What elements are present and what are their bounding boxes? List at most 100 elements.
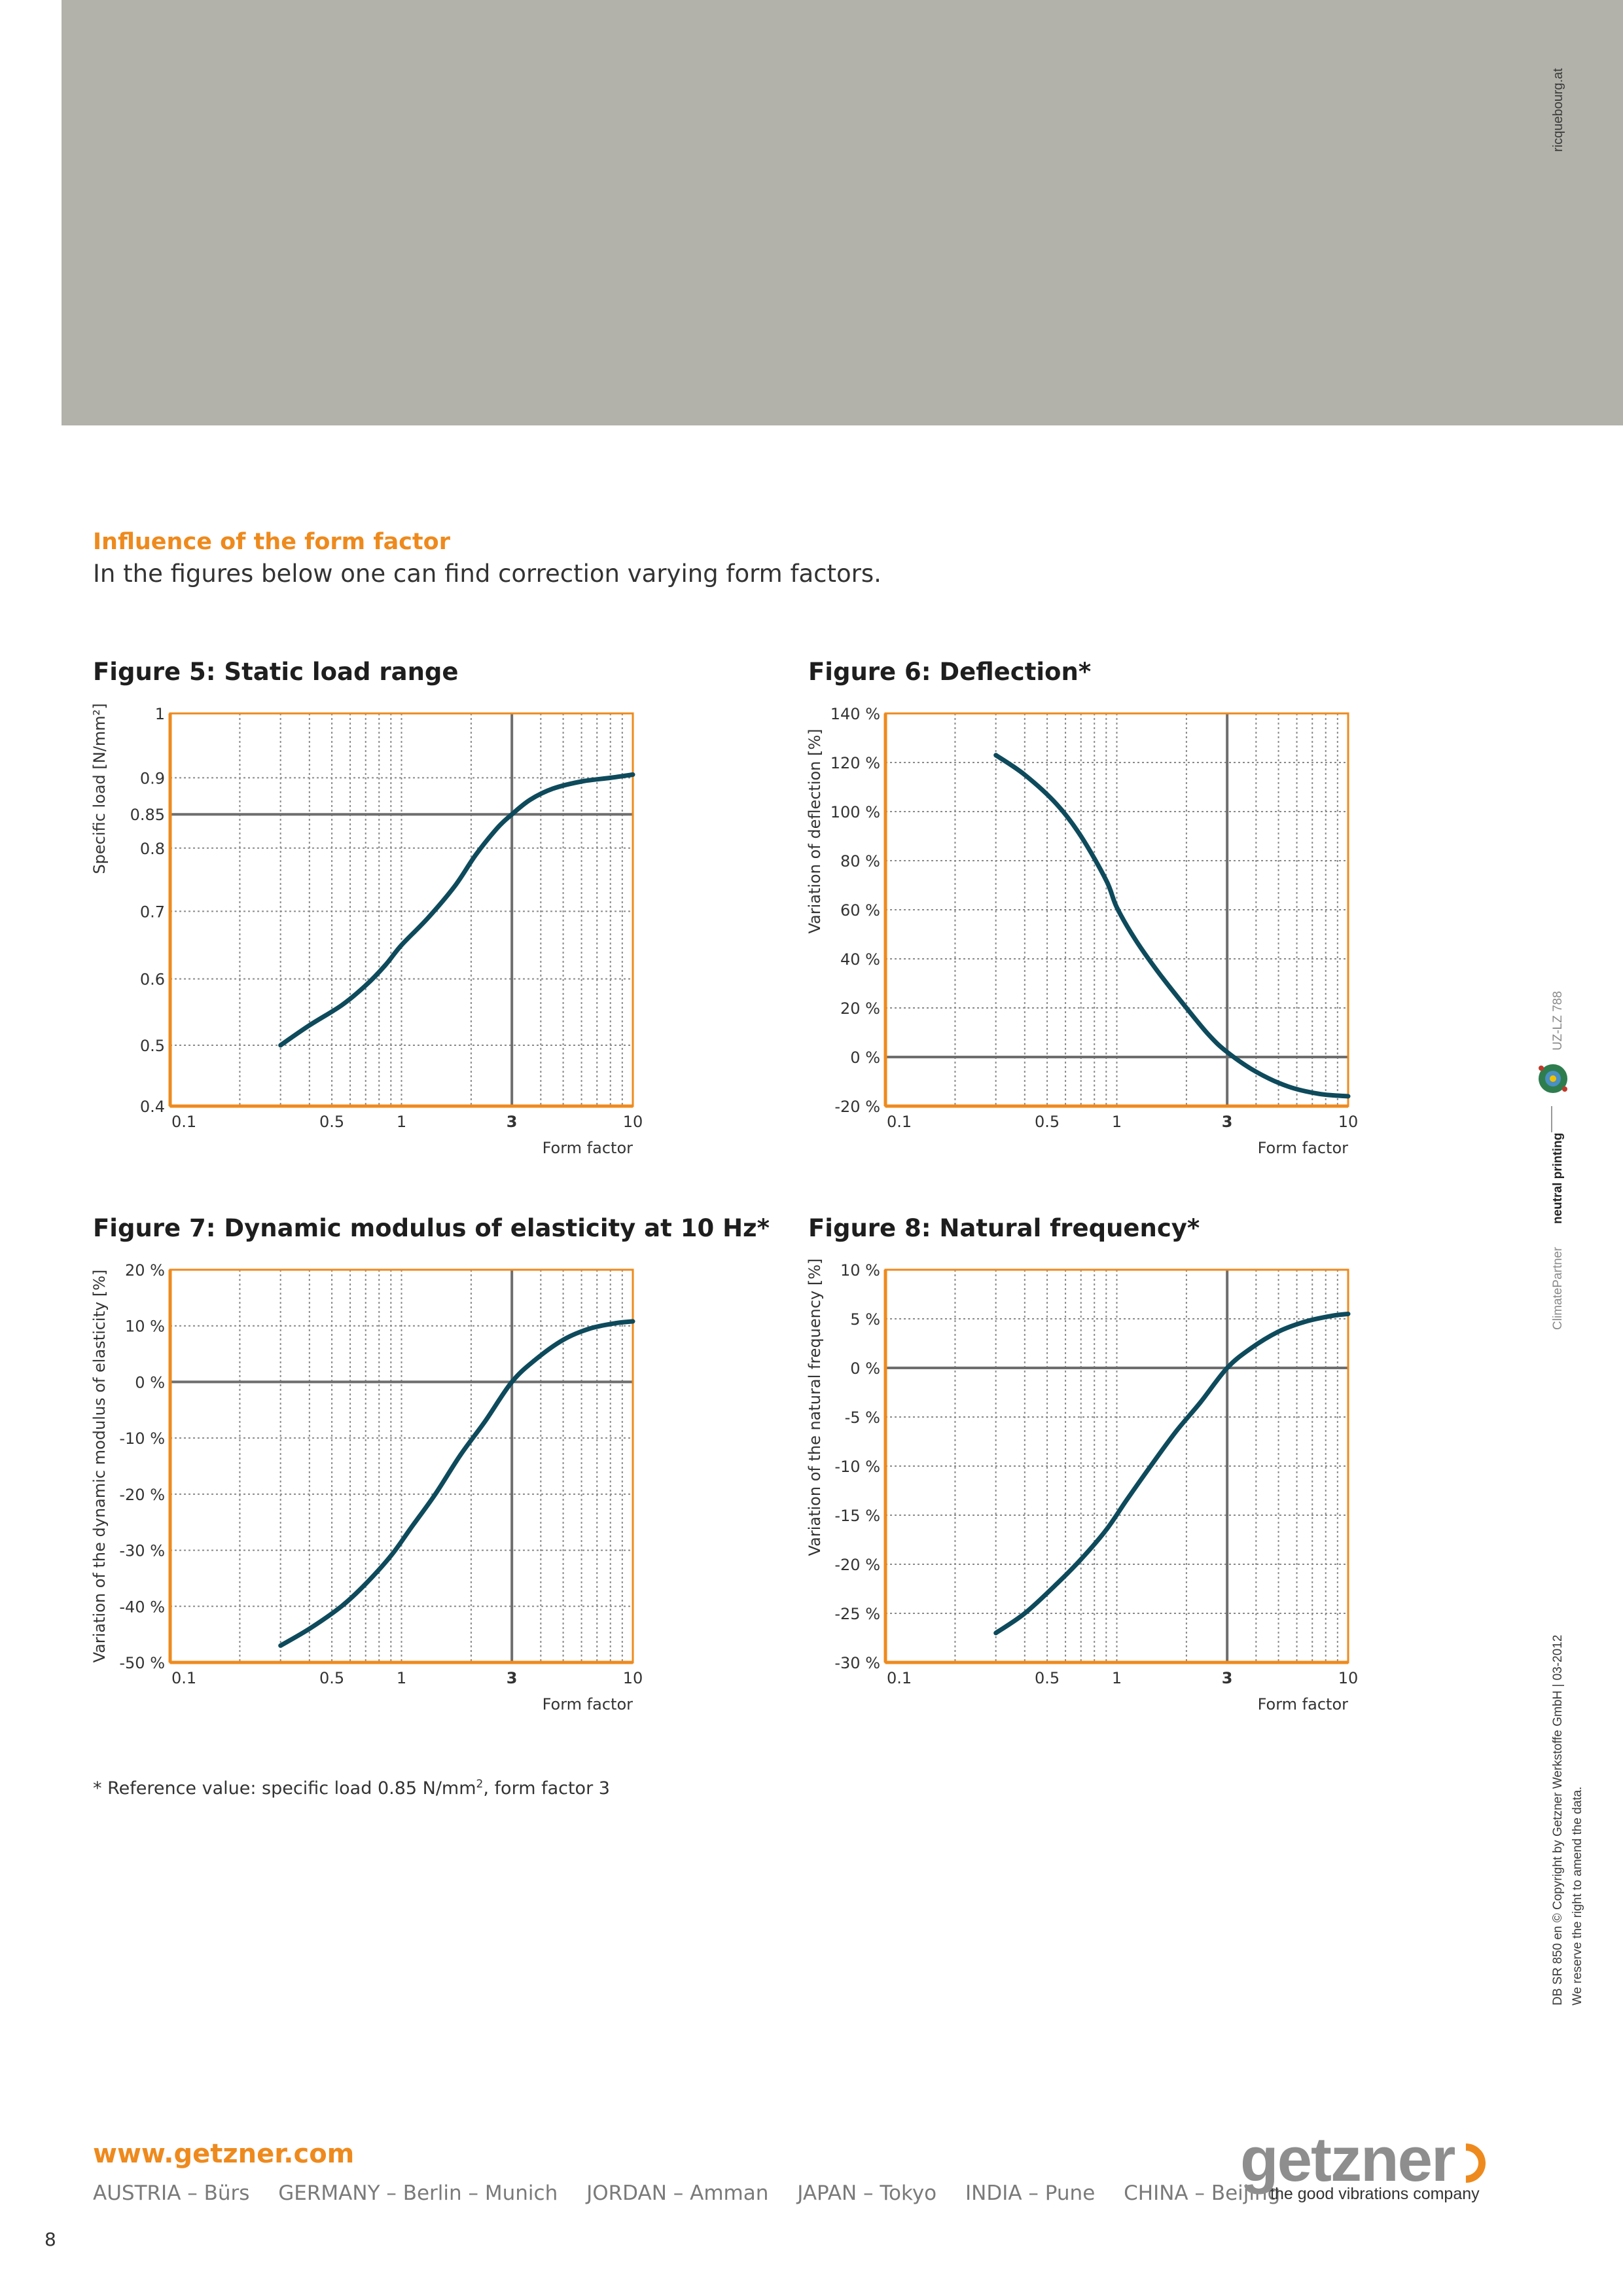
- data-curve: [993, 1312, 1351, 1636]
- y-tick-label: -30 %: [834, 1654, 880, 1672]
- figure-5-title: Figure 5: Static load range: [93, 658, 459, 686]
- x-tick-label: 3: [507, 1113, 518, 1131]
- y-tick-label: -15 %: [834, 1507, 880, 1525]
- x-axis-label: Form factor: [543, 1139, 633, 1157]
- y-tick-label: 60 %: [840, 901, 880, 920]
- data-curve: [993, 753, 1351, 1099]
- location-india: INDIA – Pune: [965, 2181, 1096, 2205]
- y-axis-label: Variation of the dynamic modulus of elas…: [90, 1270, 109, 1663]
- y-tick-label: -20 %: [834, 1556, 880, 1574]
- x-tick-label: 0.1: [171, 1669, 196, 1687]
- y-tick-label: -25 %: [834, 1605, 880, 1623]
- y-tick-label: 0.8: [140, 840, 165, 858]
- y-tick-label: -10 %: [834, 1458, 880, 1476]
- figure-8-title: Figure 8: Natural frequency*: [808, 1214, 1200, 1242]
- y-tick-label: 0.9: [140, 769, 165, 787]
- y-tick-label: 0.4: [140, 1098, 165, 1116]
- website-link[interactable]: www.getzner.com: [93, 2139, 355, 2169]
- eco-label-number: UZ-LZ 788: [1551, 991, 1565, 1050]
- y-tick-label: 5 %: [850, 1310, 880, 1329]
- chart-natural-frequency: -30 % -25 % -20 % -15 % -10 % -5 % 0 % 5 % 10 % 0…: [806, 1259, 1359, 1713]
- eco-label-icon: [1539, 1064, 1567, 1093]
- y-tick-label: 120 %: [830, 754, 880, 772]
- x-tick-label: 0.5: [1035, 1669, 1060, 1687]
- x-tick-label: 10: [1338, 1113, 1359, 1131]
- page-number: 8: [45, 2229, 56, 2250]
- x-tick-label: 3: [507, 1669, 518, 1687]
- x-tick-label: 3: [1222, 1113, 1233, 1131]
- figure-6-title: Figure 6: Deflection*: [808, 658, 1092, 686]
- chart-static-load: 0.4 0.5 0.6 0.7 0.8 0.85 0.9 1 0.1 0.5 1 3 10 Form fa…: [90, 703, 643, 1157]
- section-intro: In the figures below one can find correc…: [93, 560, 882, 588]
- footnote: * Reference value: specific load 0.85 N/…: [93, 1778, 610, 1799]
- amend-line: We reserve the right to amend the data.: [1571, 1786, 1584, 2005]
- y-tick-label: 0.7: [140, 903, 165, 921]
- figure-7-title: Figure 7: Dynamic modulus of elasticity …: [93, 1214, 770, 1242]
- logo-wordmark: getzner: [1240, 2125, 1455, 2195]
- data-curve: [278, 1319, 635, 1648]
- y-tick-label: -50 %: [119, 1654, 165, 1672]
- data-curve: [278, 772, 635, 1048]
- x-tick-label: 0.5: [1035, 1113, 1060, 1131]
- y-tick-label: 20 %: [840, 999, 880, 1018]
- y-tick-label: 40 %: [840, 950, 880, 969]
- neutral-printing-label: neutral printing: [1551, 1132, 1565, 1224]
- location-jordan: JORDAN – Amman: [586, 2181, 769, 2205]
- y-tick-label: -5 %: [845, 1408, 880, 1427]
- location-germany: GERMANY – Berlin – Munich: [278, 2181, 558, 2205]
- x-axis-label: Form factor: [1258, 1139, 1349, 1157]
- chart-deflection: -20 % 0 % 20 % 40 % 60 % 80 % 100 % 120 % 140 % 0…: [806, 705, 1359, 1157]
- chart-dynamic-modulus: -50 % -40 % -30 % -20 % -10 % 0 % 10 % 20 % 0.1 0…: [90, 1261, 643, 1713]
- x-axis-label: Form factor: [1258, 1695, 1349, 1713]
- y-axis-label: Variation of the natural frequency [%]: [806, 1259, 824, 1556]
- y-tick-label: 0.6: [140, 971, 165, 989]
- x-tick-label: 0.5: [319, 1113, 344, 1131]
- y-tick-label: -30 %: [119, 1542, 165, 1560]
- x-tick-label: 0.5: [319, 1669, 344, 1687]
- header-band: [62, 0, 1623, 425]
- x-tick-label: 3: [1222, 1669, 1233, 1687]
- x-tick-label: 1: [397, 1113, 406, 1131]
- x-tick-label: 10: [1338, 1669, 1359, 1687]
- side-divider: [1551, 1106, 1552, 1132]
- side-credit: ricquebourg.at: [1551, 68, 1565, 152]
- getzner-logo: getzner the good vibrations company: [1240, 2125, 1494, 2203]
- y-tick-label: 80 %: [840, 852, 880, 870]
- plot-frame: [169, 1268, 634, 1664]
- y-tick-label: 1: [155, 705, 165, 723]
- y-tick-label: 20 %: [125, 1261, 165, 1280]
- x-tick-label: 0.1: [887, 1669, 912, 1687]
- y-tick-label: 140 %: [830, 705, 880, 723]
- y-tick-label: 10 %: [125, 1318, 165, 1336]
- section-title: Influence of the form factor: [93, 529, 450, 555]
- y-axis-label: Specific load [N/mm²]: [90, 703, 109, 874]
- y-tick-label: -20 %: [119, 1486, 165, 1504]
- location-china: CHINA – Beijing: [1124, 2181, 1281, 2205]
- y-axis-label: Variation of deflection [%]: [806, 728, 824, 933]
- y-tick-label: 10 %: [840, 1261, 880, 1280]
- logo-tagline: the good vibrations company: [1270, 2185, 1480, 2203]
- x-tick-label: 10: [623, 1113, 643, 1131]
- y-tick-label: -40 %: [119, 1598, 165, 1616]
- x-tick-label: 1: [1112, 1669, 1122, 1687]
- location-japan: JAPAN – Tokyo: [797, 2181, 937, 2205]
- copyright-line: DB SR 850 en © Copyright by Getzner Werk…: [1551, 1634, 1565, 2005]
- y-tick-label: 0.85: [130, 806, 165, 824]
- x-tick-label: 1: [1112, 1113, 1122, 1131]
- plot-frame: [169, 712, 634, 1107]
- y-tick-label: 0 %: [850, 1049, 880, 1067]
- y-tick-label: 100 %: [830, 803, 880, 821]
- x-tick-label: 10: [623, 1669, 643, 1687]
- climate-partner-label: ClimatePartner: [1551, 1247, 1565, 1330]
- y-tick-label: -20 %: [834, 1098, 880, 1116]
- x-tick-label: 0.1: [887, 1113, 912, 1131]
- x-tick-label: 1: [397, 1669, 406, 1687]
- locations-list: AUSTRIA – Bürs GERMANY – Berlin – Munich…: [93, 2181, 1302, 2205]
- y-tick-label: 0.5: [140, 1037, 165, 1055]
- y-tick-label: 0 %: [135, 1373, 165, 1391]
- location-austria: AUSTRIA – Bürs: [93, 2181, 250, 2205]
- y-tick-label: -10 %: [119, 1429, 165, 1448]
- x-axis-label: Form factor: [543, 1695, 633, 1713]
- x-tick-label: 0.1: [171, 1113, 196, 1131]
- y-tick-label: 0 %: [850, 1359, 880, 1378]
